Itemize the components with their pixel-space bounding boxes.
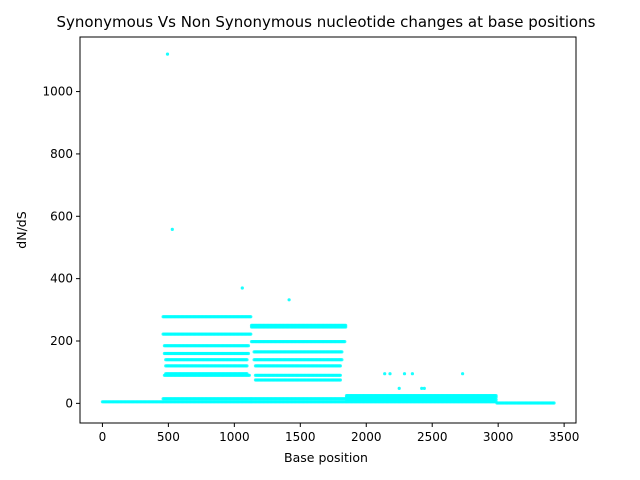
- data-point: [246, 344, 251, 348]
- x-axis-ticks: 0 500 1000 1500 2000 2500 3000 3500: [99, 423, 580, 444]
- data-point: [420, 386, 424, 390]
- y-tick-label: 200: [50, 334, 73, 348]
- y-tick-label: 0: [65, 396, 73, 410]
- x-tick-label: 2000: [351, 430, 382, 444]
- data-point: [287, 298, 291, 302]
- data-point: [249, 315, 253, 319]
- data-point: [494, 395, 498, 399]
- data-point: [338, 373, 342, 377]
- data-point: [388, 372, 392, 376]
- data-point: [165, 52, 170, 56]
- x-tick-label: 3000: [483, 430, 514, 444]
- data-point: [422, 386, 426, 390]
- data-point: [245, 358, 249, 362]
- data-point: [240, 286, 244, 290]
- data-point: [340, 358, 344, 362]
- data-point: [410, 372, 414, 376]
- data-point: [461, 372, 465, 376]
- data-point: [247, 373, 251, 377]
- x-tick-label: 3500: [549, 430, 580, 444]
- data-point: [383, 372, 387, 376]
- y-tick-label: 800: [50, 147, 73, 161]
- chart-title: Synonymous Vs Non Synonymous nucleotide …: [57, 13, 596, 31]
- data-point: [343, 340, 347, 344]
- x-tick-label: 1500: [285, 430, 316, 444]
- data-point: [338, 364, 342, 368]
- data-point: [249, 332, 253, 336]
- data-point: [170, 227, 174, 231]
- x-tick-label: 0: [99, 430, 107, 444]
- plot-frame: [79, 36, 577, 424]
- data-point: [402, 372, 407, 376]
- data-point: [397, 386, 401, 390]
- data-point: [246, 351, 251, 356]
- y-tick-label: 400: [50, 272, 73, 286]
- data-point: [245, 364, 249, 368]
- x-tick-label: 2500: [417, 430, 448, 444]
- data-point: [340, 350, 344, 354]
- y-axis-ticks: 0 200 400 600 800 1000: [42, 85, 80, 410]
- data-point: [344, 325, 348, 329]
- data-points: [100, 52, 556, 405]
- x-tick-label: 500: [157, 430, 180, 444]
- data-point: [338, 378, 342, 382]
- y-axis-label: dN/dS: [14, 211, 29, 248]
- x-tick-label: 1000: [219, 430, 250, 444]
- x-axis-label: Base position: [284, 450, 368, 465]
- y-tick-label: 1000: [42, 85, 73, 99]
- data-point: [552, 401, 556, 405]
- y-tick-label: 600: [50, 209, 73, 223]
